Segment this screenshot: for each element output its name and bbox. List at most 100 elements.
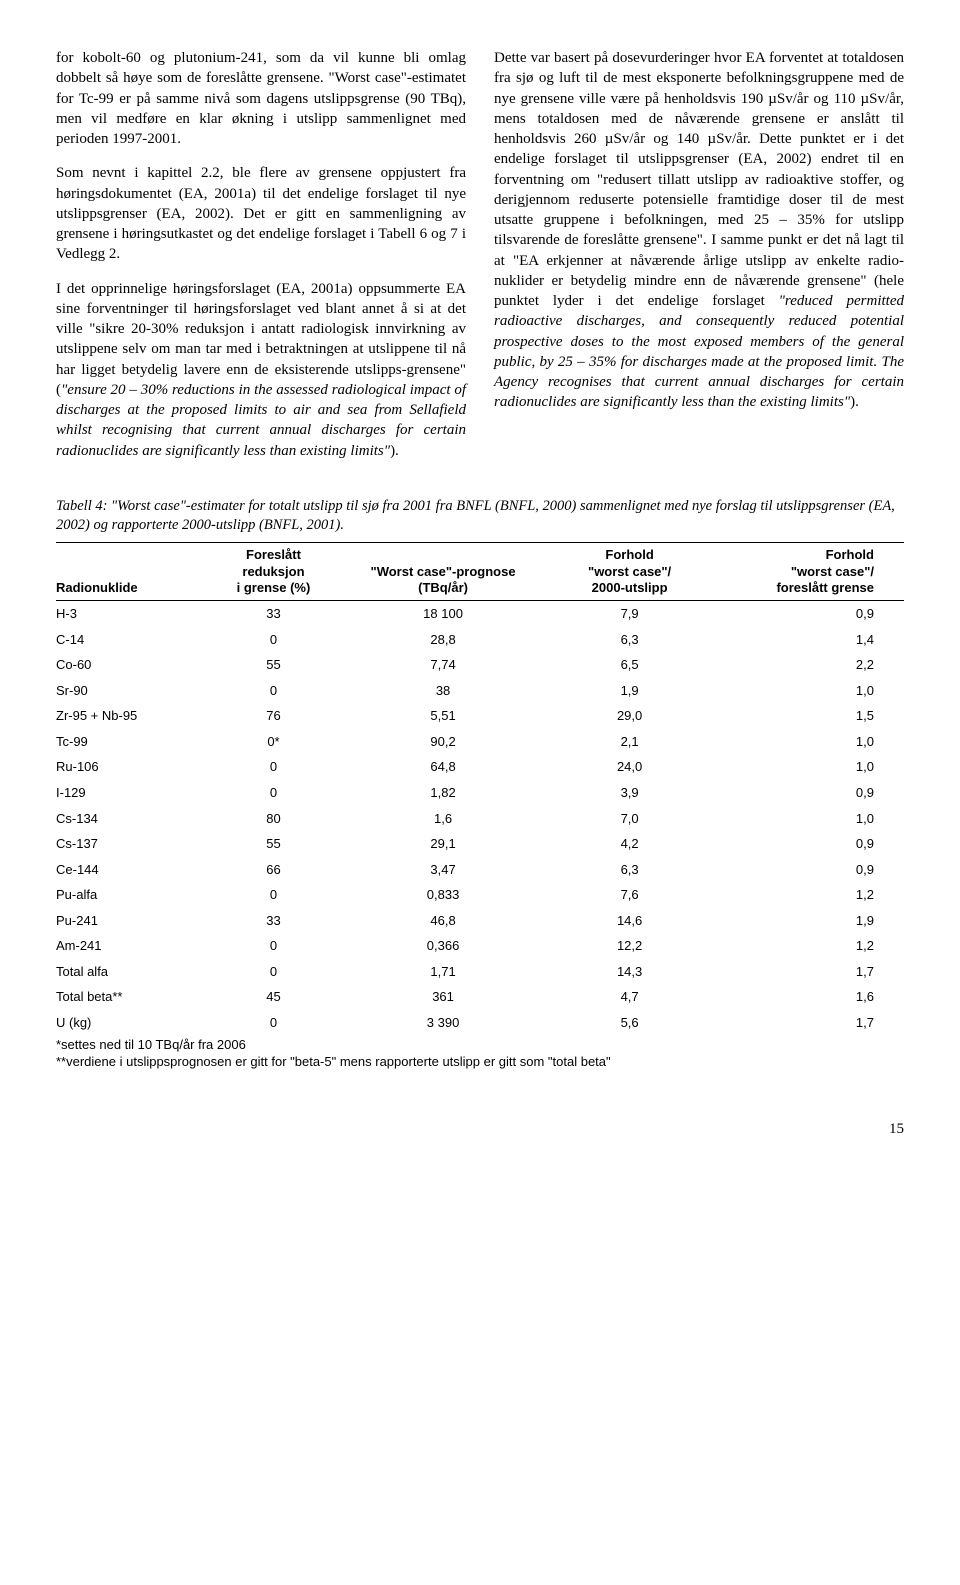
table-cell: 12,2: [548, 933, 718, 959]
table-cell: 14,3: [548, 959, 718, 985]
table-cell: Tc-99: [56, 729, 209, 755]
table-cell: 1,7: [717, 959, 904, 985]
table-cell: 7,0: [548, 806, 718, 832]
table-cell: 2,1: [548, 729, 718, 755]
table-cell: 0,9: [717, 857, 904, 883]
table-cell: 6,3: [548, 857, 718, 883]
table-row: Pu-2413346,814,61,9: [56, 908, 904, 934]
table-cell: 0*: [209, 729, 345, 755]
table-cell: 6,5: [548, 652, 718, 678]
table-cell: Ru-106: [56, 754, 209, 780]
table-row: Pu-alfa00,8337,61,2: [56, 882, 904, 908]
table-cell: 55: [209, 652, 345, 678]
table-row: Cs-1375529,14,20,9: [56, 831, 904, 857]
right-p1: Dette var basert på dosevurderinger hvor…: [494, 48, 904, 413]
table-cell: 6,3: [548, 627, 718, 653]
table-cell: 0: [209, 1010, 345, 1036]
table-cell: 1,0: [717, 729, 904, 755]
table-cell: 55: [209, 831, 345, 857]
left-p3: I det opprinnelige høringsforslaget (EA,…: [56, 279, 466, 461]
two-column-text: for kobolt-60 og plutonium-241, som da v…: [56, 48, 904, 475]
table-body: H-33318 1007,90,9C-14028,86,31,4Co-60557…: [56, 601, 904, 1036]
left-p2: Som nevnt i kapittel 2.2, ble flere av g…: [56, 163, 466, 264]
table-cell: Pu-241: [56, 908, 209, 934]
table-cell: 90,2: [344, 729, 548, 755]
table-cell: Am-241: [56, 933, 209, 959]
table-cell: I-129: [56, 780, 209, 806]
table-cell: 3 390: [344, 1010, 548, 1036]
table-cell: 1,6: [717, 984, 904, 1010]
table-cell: 1,71: [344, 959, 548, 985]
table-cell: Sr-90: [56, 678, 209, 704]
table-caption: Tabell 4: "Worst case"-estimater for tot…: [56, 497, 904, 535]
table-cell: 0,9: [717, 601, 904, 627]
table-cell: 7,74: [344, 652, 548, 678]
table-row: Total beta**453614,71,6: [56, 984, 904, 1010]
table-cell: 66: [209, 857, 345, 883]
table-row: Tc-990*90,22,11,0: [56, 729, 904, 755]
table-cell: 1,82: [344, 780, 548, 806]
right-p1-a: Dette var basert på dosevurderinger hvor…: [494, 50, 904, 309]
table-cell: 0,9: [717, 780, 904, 806]
footnote-2: **verdiene i utslippsprognosen er gitt f…: [56, 1054, 904, 1071]
th-radionuklide: Radionuklide: [56, 543, 209, 601]
table-cell: 2,2: [717, 652, 904, 678]
page-number: 15: [56, 1119, 904, 1139]
table-cell: 4,2: [548, 831, 718, 857]
table-cell: 0,9: [717, 831, 904, 857]
table-row: Cs-134801,67,01,0: [56, 806, 904, 832]
table-cell: 0: [209, 678, 345, 704]
table-cell: 45: [209, 984, 345, 1010]
table-cell: H-3: [56, 601, 209, 627]
right-column: Dette var basert på dosevurderinger hvor…: [494, 48, 904, 475]
table-cell: 361: [344, 984, 548, 1010]
table-cell: Pu-alfa: [56, 882, 209, 908]
table-cell: 0: [209, 627, 345, 653]
table-row: Total alfa01,7114,31,7: [56, 959, 904, 985]
table-cell: 5,6: [548, 1010, 718, 1036]
table-cell: 1,0: [717, 754, 904, 780]
table-cell: 18 100: [344, 601, 548, 627]
table-cell: 0: [209, 933, 345, 959]
table-footnotes: *settes ned til 10 TBq/år fra 2006 **ver…: [56, 1037, 904, 1071]
table-cell: 0,366: [344, 933, 548, 959]
table-cell: Cs-137: [56, 831, 209, 857]
table-cell: 28,8: [344, 627, 548, 653]
table-cell: Total beta**: [56, 984, 209, 1010]
table-cell: 33: [209, 601, 345, 627]
table-cell: Cs-134: [56, 806, 209, 832]
left-p3-italic: "ensure 20 – 30% reductions in the asses…: [56, 382, 466, 459]
left-p3-b: ).: [390, 443, 399, 459]
table-row: I-12901,823,90,9: [56, 780, 904, 806]
table-cell: 0: [209, 959, 345, 985]
table-cell: 1,7: [717, 1010, 904, 1036]
table-cell: 38: [344, 678, 548, 704]
worst-case-table: Radionuklide Foreslåttreduksjoni grense …: [56, 542, 904, 1035]
table-cell: 3,47: [344, 857, 548, 883]
table-cell: 24,0: [548, 754, 718, 780]
th-forhold-grense: Forhold"worst case"/foreslått grense: [717, 543, 904, 601]
table-row: H-33318 1007,90,9: [56, 601, 904, 627]
table-cell: 0: [209, 780, 345, 806]
table-cell: 7,9: [548, 601, 718, 627]
table-cell: C-14: [56, 627, 209, 653]
table-cell: 4,7: [548, 984, 718, 1010]
th-reduksjon: Foreslåttreduksjoni grense (%): [209, 543, 345, 601]
table-row: Ce-144663,476,30,9: [56, 857, 904, 883]
table-cell: Zr-95 + Nb-95: [56, 703, 209, 729]
table-cell: 29,0: [548, 703, 718, 729]
table-row: Ru-106064,824,01,0: [56, 754, 904, 780]
table-cell: U (kg): [56, 1010, 209, 1036]
table-cell: 1,9: [717, 908, 904, 934]
table-cell: 3,9: [548, 780, 718, 806]
table-cell: 80: [209, 806, 345, 832]
left-column: for kobolt-60 og plutonium-241, som da v…: [56, 48, 466, 475]
left-p1: for kobolt-60 og plutonium-241, som da v…: [56, 48, 466, 149]
table-cell: 14,6: [548, 908, 718, 934]
table-row: U (kg)03 3905,61,7: [56, 1010, 904, 1036]
table-row: Co-60557,746,52,2: [56, 652, 904, 678]
table-cell: 1,9: [548, 678, 718, 704]
table-cell: 1,0: [717, 678, 904, 704]
table-cell: 0: [209, 882, 345, 908]
th-forhold-utslipp: Forhold"worst case"/2000-utslipp: [548, 543, 718, 601]
